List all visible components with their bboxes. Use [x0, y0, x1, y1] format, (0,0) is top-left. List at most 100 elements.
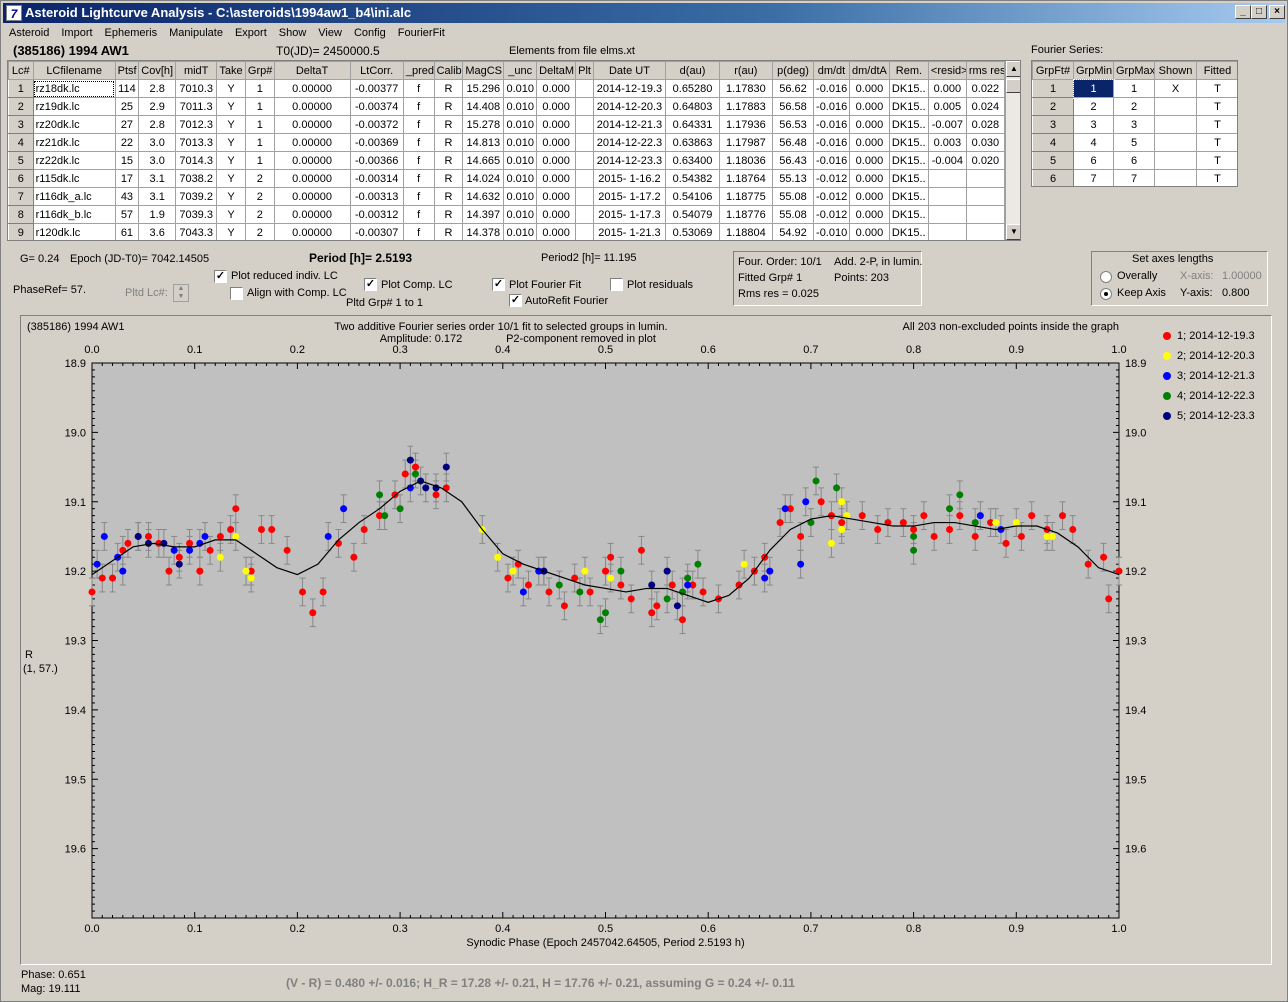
table-cell[interactable]: f: [402, 79, 435, 98]
table-cell[interactable]: 0.00000: [273, 169, 351, 188]
table-cell[interactable]: Y: [216, 133, 246, 152]
table-cell[interactable]: 57: [114, 205, 140, 224]
table-cell[interactable]: r120dk.lc: [32, 223, 116, 240]
lc-col-header[interactable]: Plt: [575, 61, 594, 80]
table-cell[interactable]: 0.000: [536, 97, 577, 116]
table-cell[interactable]: 0.010: [503, 151, 538, 170]
table-cell[interactable]: 0.63863: [665, 133, 720, 152]
table-cell[interactable]: 0.000: [536, 133, 577, 152]
minimize-button[interactable]: _: [1235, 5, 1251, 19]
table-cell[interactable]: 56.62: [772, 79, 815, 98]
table-cell[interactable]: X: [1154, 79, 1197, 98]
table-cell[interactable]: 4: [1032, 133, 1074, 152]
table-cell[interactable]: 1.17936: [718, 115, 774, 134]
lc-col-header[interactable]: <resid>: [927, 61, 967, 80]
table-cell[interactable]: 1: [244, 133, 275, 152]
lc-col-header[interactable]: DeltaM: [536, 61, 577, 80]
table-cell[interactable]: 9: [8, 223, 34, 240]
table-cell[interactable]: 0.000: [848, 205, 890, 224]
table-cell[interactable]: [1154, 133, 1197, 152]
table-cell[interactable]: 0.020: [965, 151, 1006, 170]
table-cell[interactable]: -0.016: [813, 97, 850, 116]
table-row[interactable]: 4 rz21dk.lc 22 3.0 7013.3 Y 1 0.00000 -0.00369 f R…: [8, 133, 1006, 152]
table-cell[interactable]: 54.92: [772, 223, 815, 240]
table-cell[interactable]: -0.007: [927, 115, 967, 134]
table-cell[interactable]: 2.8: [138, 115, 177, 134]
table-cell[interactable]: -0.00372: [349, 115, 404, 134]
table-cell[interactable]: T: [1196, 79, 1237, 98]
table-cell[interactable]: 7043.3: [175, 223, 218, 240]
xaxis-value[interactable]: 1.00000: [1222, 270, 1262, 282]
table-cell[interactable]: 14.665: [462, 151, 505, 170]
table-cell[interactable]: DK15..: [888, 115, 929, 134]
fourier-col-header[interactable]: GrpMax: [1113, 61, 1155, 80]
table-cell[interactable]: 25: [114, 97, 140, 116]
table-cell[interactable]: 3.0: [138, 151, 177, 170]
table-cell[interactable]: 7013.3: [175, 133, 218, 152]
table-cell[interactable]: 1.9: [138, 205, 177, 224]
table-cell[interactable]: 0.000: [848, 79, 890, 98]
table-cell[interactable]: 2: [244, 205, 275, 224]
table-cell[interactable]: -0.00312: [349, 205, 404, 224]
lc-col-header[interactable]: dm/dtA: [848, 61, 890, 80]
table-cell[interactable]: 0.00000: [273, 151, 351, 170]
table-cell[interactable]: 6: [1113, 151, 1155, 170]
table-cell[interactable]: 0.022: [965, 79, 1006, 98]
period-value[interactable]: Period [h]= 2.5193: [309, 251, 413, 265]
table-cell[interactable]: Y: [216, 151, 246, 170]
table-cell[interactable]: -0.012: [813, 205, 850, 224]
table-cell[interactable]: rz22dk.lc: [32, 151, 116, 170]
table-cell[interactable]: DK15..: [888, 79, 929, 98]
table-cell[interactable]: 55.08: [772, 187, 815, 206]
table-cell[interactable]: 2014-12-21.3: [592, 115, 667, 134]
table-cell[interactable]: [575, 133, 594, 152]
table-cell[interactable]: 15: [114, 151, 140, 170]
table-cell[interactable]: -0.00307: [349, 223, 404, 240]
table-cell[interactable]: 0.010: [503, 97, 538, 116]
menu-item-export[interactable]: Export: [234, 27, 267, 39]
table-cell[interactable]: 0.000: [848, 97, 890, 116]
lc-table-scrollbar[interactable]: ▲ ▼: [1005, 61, 1020, 240]
table-cell[interactable]: rz21dk.lc: [32, 133, 116, 152]
fourier-col-header[interactable]: Fitted: [1196, 61, 1237, 80]
table-cell[interactable]: 0.63400: [665, 151, 720, 170]
table-cell[interactable]: 0.000: [848, 115, 890, 134]
table-cell[interactable]: 2014-12-19.3: [592, 79, 667, 98]
table-cell[interactable]: 0.000: [848, 223, 890, 240]
lc-col-header[interactable]: d(au): [665, 61, 720, 80]
table-cell[interactable]: 55.13: [772, 169, 815, 188]
table-cell[interactable]: 3.0: [138, 133, 177, 152]
table-cell[interactable]: 3.1: [138, 187, 177, 206]
table-cell[interactable]: 55.08: [772, 205, 815, 224]
table-cell[interactable]: 0.54106: [665, 187, 720, 206]
table-cell[interactable]: 1: [244, 115, 275, 134]
table-cell[interactable]: 0.010: [503, 205, 538, 224]
table-cell[interactable]: [575, 223, 594, 240]
lc-col-header[interactable]: Cov[h]: [138, 61, 177, 80]
table-cell[interactable]: Y: [216, 205, 246, 224]
table-cell[interactable]: 2: [244, 223, 275, 240]
table-cell[interactable]: 8: [8, 205, 34, 224]
table-cell[interactable]: 0.010: [503, 187, 538, 206]
table-cell[interactable]: 15.278: [462, 115, 505, 134]
table-cell[interactable]: [965, 187, 1006, 206]
table-cell[interactable]: 0.000: [536, 187, 577, 206]
table-cell[interactable]: R: [433, 151, 464, 170]
scroll-thumb[interactable]: [1006, 79, 1020, 93]
table-cell[interactable]: 15.296: [462, 79, 505, 98]
table-cell[interactable]: 1: [1072, 78, 1115, 99]
table-cell[interactable]: 7014.3: [175, 151, 218, 170]
table-cell[interactable]: T: [1196, 97, 1237, 116]
lc-col-header[interactable]: Date UT: [592, 61, 667, 80]
table-cell[interactable]: 0.00000: [273, 115, 351, 134]
table-cell[interactable]: -0.00377: [349, 79, 404, 98]
close-button[interactable]: ×: [1269, 5, 1285, 19]
table-cell[interactable]: -0.016: [813, 79, 850, 98]
fourier-col-header[interactable]: Shown: [1154, 61, 1197, 80]
table-cell[interactable]: 7039.2: [175, 187, 218, 206]
table-cell[interactable]: 0.000: [536, 151, 577, 170]
table-cell[interactable]: 0.65280: [665, 79, 720, 98]
table-cell[interactable]: 0.000: [536, 205, 577, 224]
